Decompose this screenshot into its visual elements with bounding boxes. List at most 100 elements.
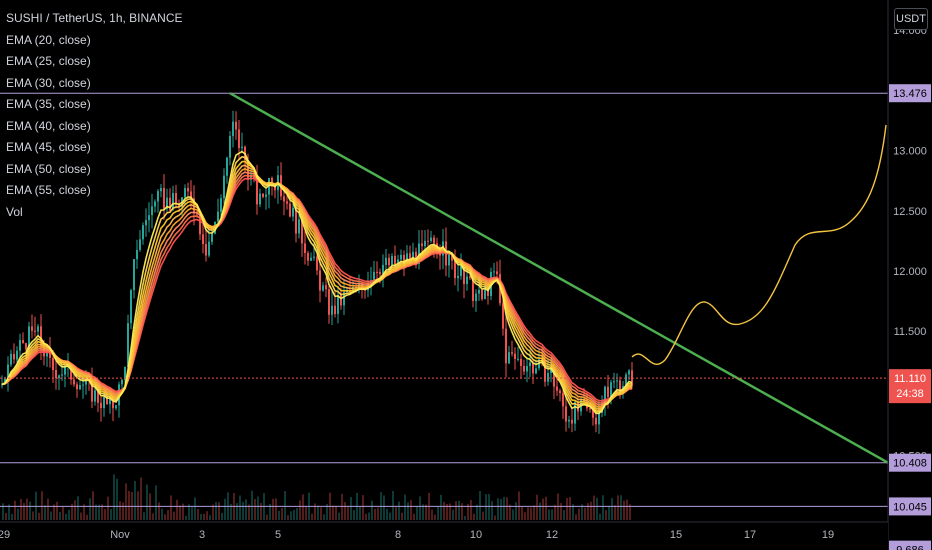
volume-bar bbox=[179, 505, 181, 520]
volume-bar bbox=[443, 501, 445, 520]
candle-body bbox=[223, 175, 225, 199]
volume-bar bbox=[158, 502, 160, 520]
candle-body bbox=[304, 243, 306, 253]
candle-body bbox=[484, 287, 486, 300]
legend-ema-45[interactable]: EMA (45, close) bbox=[6, 140, 91, 154]
volume-bar bbox=[608, 505, 610, 520]
volume-bar bbox=[305, 507, 307, 520]
candle-body bbox=[256, 178, 258, 205]
candle-body bbox=[502, 303, 504, 329]
legend-ema-50[interactable]: EMA (50, close) bbox=[6, 161, 91, 176]
volume-bar bbox=[566, 497, 568, 520]
candle-body bbox=[400, 254, 402, 260]
currency-button[interactable]: USDT bbox=[894, 8, 928, 30]
volume-bar bbox=[182, 503, 184, 520]
candle-body bbox=[295, 207, 297, 234]
candle-body bbox=[40, 326, 42, 346]
legend-ema-30[interactable]: EMA (30, close) bbox=[6, 75, 91, 90]
x-tick-label: 8 bbox=[395, 529, 401, 541]
legend-ema-35[interactable]: EMA (35, close) bbox=[6, 97, 91, 111]
symbol-title[interactable]: SUSHI / TetherUS, 1h, BINANCE bbox=[6, 11, 183, 25]
volume-bar bbox=[83, 504, 85, 520]
legend-ema-40[interactable]: EMA (40, close) bbox=[6, 118, 91, 133]
candle-body bbox=[406, 253, 408, 264]
volume-bar bbox=[311, 513, 313, 520]
legend-volume[interactable]: Vol bbox=[6, 204, 23, 219]
candle-body bbox=[217, 211, 219, 222]
candle-body bbox=[250, 174, 252, 180]
volume-bar bbox=[74, 500, 76, 520]
legend-ema-55[interactable]: EMA (55, close) bbox=[6, 183, 91, 197]
candle-countdown: 24:38 bbox=[896, 388, 924, 400]
candle-body bbox=[340, 295, 342, 306]
volume-bar bbox=[578, 508, 580, 520]
volume-bar bbox=[404, 494, 406, 520]
candle-body bbox=[199, 213, 201, 235]
volume-bar bbox=[419, 496, 421, 520]
volume-bar bbox=[29, 501, 31, 520]
volume-bar bbox=[119, 501, 121, 520]
candle-body bbox=[547, 373, 549, 382]
volume-bar bbox=[503, 496, 505, 520]
volume-bar bbox=[371, 500, 373, 520]
volume-bar bbox=[314, 503, 316, 520]
volume-bar bbox=[170, 495, 172, 520]
volume-bar bbox=[611, 498, 613, 520]
volume-bar bbox=[446, 503, 448, 520]
legend-ema-20[interactable]: EMA (20, close) bbox=[6, 32, 91, 47]
volume-bar bbox=[323, 514, 325, 520]
volume-bar bbox=[71, 503, 73, 520]
candle-body bbox=[226, 157, 228, 176]
candle-body bbox=[34, 330, 36, 332]
candle-body bbox=[64, 366, 66, 375]
volume-bar bbox=[275, 498, 277, 520]
candle-body bbox=[565, 406, 567, 422]
level-label-axis: 10.045 bbox=[893, 501, 927, 513]
volume-bar bbox=[335, 505, 337, 520]
volume-bar bbox=[407, 502, 409, 520]
candle-body bbox=[286, 201, 288, 204]
candle-body bbox=[343, 292, 345, 306]
candle-body bbox=[211, 233, 213, 242]
candle-body bbox=[241, 146, 243, 149]
volume-bar bbox=[353, 510, 355, 520]
candle-body bbox=[607, 386, 609, 398]
volume-bar bbox=[590, 501, 592, 520]
volume-bar bbox=[425, 504, 427, 520]
candle-body bbox=[229, 136, 231, 158]
candle-body bbox=[160, 188, 162, 192]
volume-bar bbox=[152, 513, 154, 520]
ema-45-line bbox=[1, 171, 633, 406]
volume-bar bbox=[116, 478, 118, 520]
ema-25-line bbox=[1, 155, 633, 413]
volume-bar bbox=[599, 513, 601, 520]
volume-bar bbox=[254, 499, 256, 520]
y-tick-label: 12.000 bbox=[893, 266, 927, 278]
volume-bar bbox=[602, 495, 604, 520]
legend-ema-25[interactable]: EMA (25, close) bbox=[6, 54, 91, 68]
volume-bar bbox=[59, 512, 61, 520]
candle-body bbox=[448, 253, 450, 266]
candle-body bbox=[262, 193, 264, 197]
volume-bar bbox=[290, 511, 292, 520]
candle-body bbox=[571, 419, 573, 424]
candle-body bbox=[505, 328, 507, 364]
volume-bar bbox=[539, 502, 541, 520]
volume-bar bbox=[605, 510, 607, 520]
volume-bar bbox=[383, 495, 385, 520]
candle-body bbox=[310, 257, 312, 261]
last-price-tag bbox=[889, 369, 931, 404]
volume-bar bbox=[17, 508, 19, 520]
volume-bar bbox=[128, 490, 130, 520]
candle-body bbox=[301, 219, 303, 244]
candle-body bbox=[397, 259, 399, 264]
candle-body bbox=[166, 197, 168, 210]
volume-bar bbox=[53, 504, 55, 520]
candle-body bbox=[577, 402, 579, 412]
candle-body bbox=[559, 390, 561, 394]
candle-body bbox=[100, 402, 102, 409]
volume-bar bbox=[365, 513, 367, 520]
candle-body bbox=[292, 207, 294, 217]
